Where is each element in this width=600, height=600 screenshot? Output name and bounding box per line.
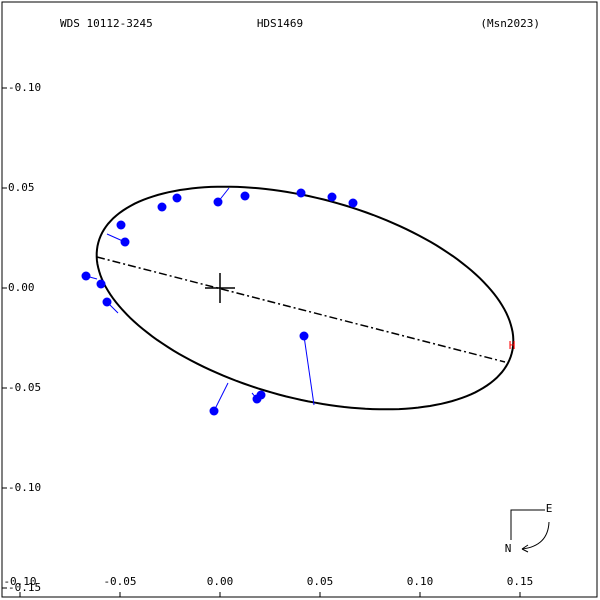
observation bbox=[299, 331, 309, 341]
observation bbox=[120, 237, 130, 247]
x-tick-label: 0.10 bbox=[407, 575, 434, 588]
x-tick-label: 0.00 bbox=[207, 575, 234, 588]
observation bbox=[116, 220, 126, 230]
observation bbox=[296, 188, 306, 198]
primary-star bbox=[205, 273, 235, 303]
header-center: HDS1469 bbox=[257, 17, 303, 30]
observation bbox=[172, 193, 182, 203]
y-tick-label: 0.00 bbox=[8, 281, 35, 294]
header-right: (Msn2023) bbox=[480, 17, 540, 30]
compass-east: E bbox=[546, 502, 553, 515]
orbit bbox=[95, 185, 515, 411]
observation bbox=[213, 197, 223, 207]
y-tick-label: -0.05 bbox=[8, 381, 41, 394]
residual bbox=[303, 335, 315, 406]
periastron-label: H bbox=[509, 339, 516, 352]
observation bbox=[96, 279, 106, 289]
line-of-nodes bbox=[96, 256, 506, 363]
header-left: WDS 10112-3245 bbox=[60, 17, 153, 30]
observation bbox=[327, 192, 337, 202]
x-tick-label: 0.05 bbox=[307, 575, 334, 588]
observation bbox=[348, 198, 358, 208]
y-tick-label: 0.05 bbox=[8, 181, 35, 194]
residual bbox=[213, 382, 229, 412]
x-tick-label: -0.10 bbox=[3, 575, 36, 588]
observation bbox=[256, 390, 266, 400]
x-tick-label: 0.15 bbox=[507, 575, 534, 588]
y-tick-label: -0.10 bbox=[8, 481, 41, 494]
y-tick-label: -0.15 bbox=[8, 581, 41, 594]
compass: E N bbox=[505, 502, 553, 555]
observation bbox=[102, 297, 112, 307]
compass-north: N bbox=[505, 542, 512, 555]
observation bbox=[157, 202, 167, 212]
observation bbox=[81, 271, 91, 281]
observation bbox=[209, 406, 219, 416]
observation bbox=[240, 191, 250, 201]
x-tick-label: -0.05 bbox=[103, 575, 136, 588]
y-tick-label: -0.10 bbox=[8, 81, 41, 94]
